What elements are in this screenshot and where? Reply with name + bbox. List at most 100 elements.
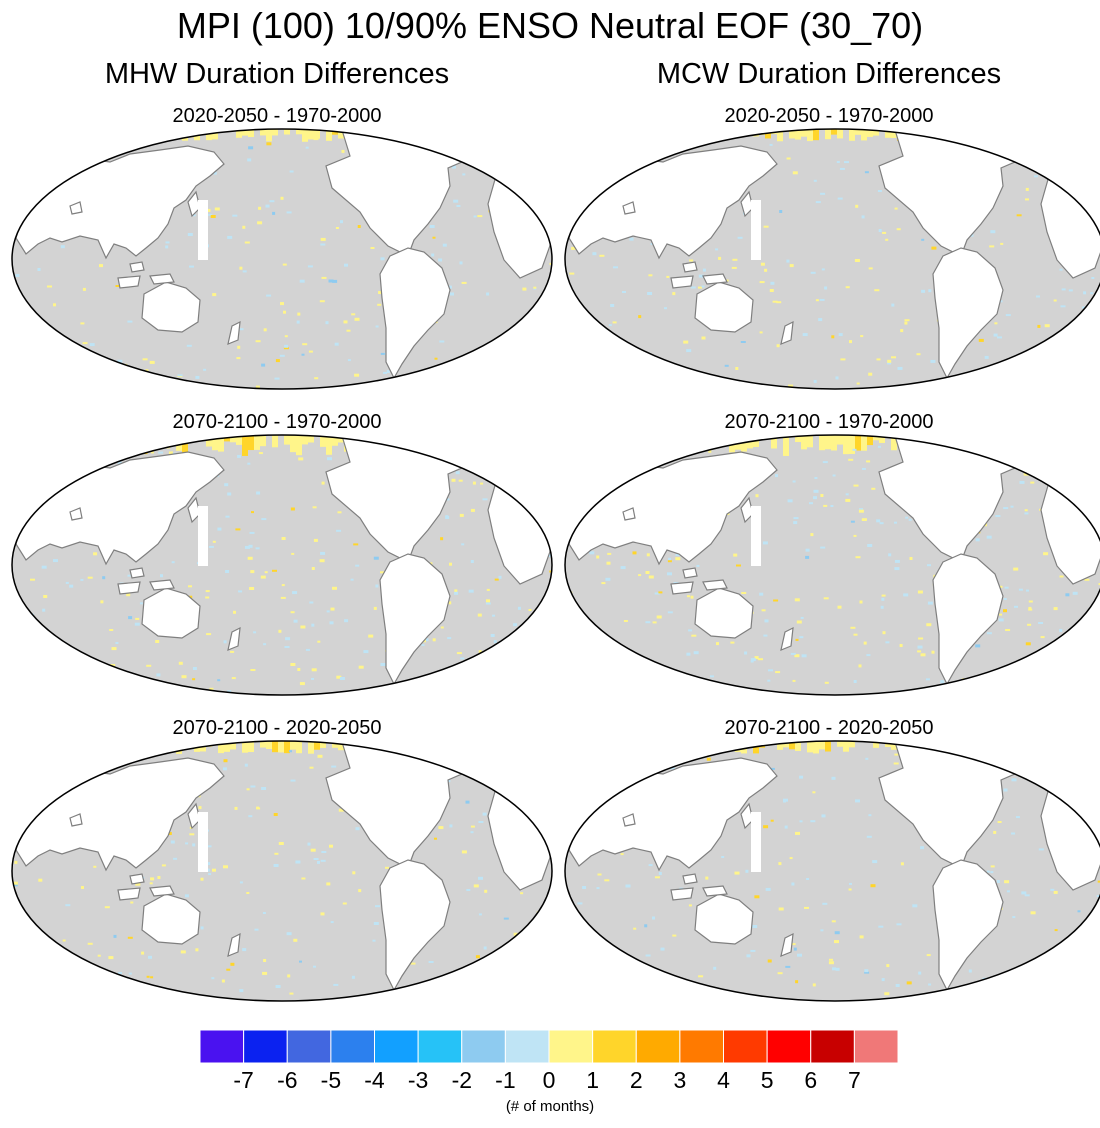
anomaly-cell [583,480,587,484]
arctic-anomaly-cell [170,129,176,138]
anomaly-cell [533,685,539,688]
anomaly-cell [290,507,295,511]
anomaly-cell [246,892,250,894]
anomaly-cell [1005,314,1011,317]
arctic-anomaly-cell [236,435,242,445]
anomaly-cell [478,821,484,823]
anomaly-cell [454,589,458,593]
anomaly-cell [41,565,47,569]
anomaly-cell [12,883,18,887]
anomaly-cell [251,511,254,514]
arctic-anomaly-cell [110,435,116,456]
anomaly-cell [282,263,287,266]
anomaly-cell [904,319,910,322]
arctic-anomaly-cell [218,741,224,754]
arctic-anomaly-cell [777,129,783,142]
colorbar-tick-label: -4 [364,1067,385,1093]
arctic-anomaly-cell [140,741,146,748]
colorbar-swatch [548,1030,594,1063]
arctic-anomaly-cell [867,129,873,137]
anomaly-cell [1053,607,1058,611]
anomaly-cell [646,553,650,557]
anomaly-cell [592,793,597,796]
anomaly-cell [645,161,650,164]
anomaly-cell [341,149,345,153]
colorbar-tick-label: -6 [277,1067,298,1093]
anomaly-cell [116,378,119,381]
anomaly-cell [519,489,524,492]
anomaly-cell [927,601,933,605]
anomaly-cell [281,584,285,587]
anomaly-cell [652,621,657,624]
anomaly-cell [438,258,443,262]
figure-title: MPI (100) 10/90% ENSO Neutral EOF (30_70… [176,5,924,46]
map-border [11,740,553,1002]
anomaly-cell [866,654,871,657]
anomaly-cell [1084,578,1090,581]
anomaly-cell [446,498,450,501]
anomaly-cell [290,779,296,782]
anomaly-cell [623,620,628,622]
arctic-anomaly-cell [837,741,843,747]
anomaly-cell [256,807,261,810]
anomaly-cell [258,452,263,455]
anomaly-cell [255,340,261,343]
anomaly-cell [617,348,623,350]
arctic-anomaly-cell [963,129,969,140]
anomaly-cell [549,262,552,265]
anomaly-cell [618,453,623,457]
anomaly-cell [701,285,705,288]
anomaly-cell [589,551,595,555]
anomaly-cell [289,992,294,995]
anomaly-cell [459,513,464,517]
anomaly-cell [299,279,305,283]
anomaly-cell [22,481,28,484]
anomaly-cell [62,939,66,942]
anomaly-cell [280,596,286,599]
anomaly-cell [652,916,655,920]
anomaly-cell [1027,755,1032,759]
anomaly-cell [926,623,932,627]
anomaly-cell [837,605,842,609]
colorbar-tick-label: -1 [495,1067,516,1093]
anomaly-cell [351,975,355,979]
anomaly-cell [1085,804,1091,807]
anomaly-cell [620,566,626,570]
anomaly-cell [223,640,227,644]
anomaly-cell [480,482,484,485]
anomaly-cell [504,687,510,691]
anomaly-cell [886,964,890,968]
anomaly-cell [135,882,141,886]
arctic-anomaly-cell [260,129,266,136]
anomaly-cell [878,229,882,232]
anomaly-cell [386,997,392,1001]
anomaly-cell [993,830,997,834]
anomaly-cell [237,454,242,458]
map-border [564,128,1100,390]
anomaly-cell [208,873,212,876]
anomaly-cell [622,291,626,293]
arctic-anomaly-cell [260,435,266,447]
anomaly-cell [102,576,106,580]
anomaly-cell [297,312,301,316]
anomaly-cell [968,969,972,973]
anomaly-cell [308,350,313,353]
anomaly-cell [37,679,41,682]
anomaly-cell [861,215,865,219]
anomaly-cell [838,333,843,337]
anomaly-cell [723,690,729,693]
anomaly-cell [812,983,816,987]
anomaly-cell [434,837,437,840]
anomaly-cell [571,246,577,250]
anomaly-cell [274,377,280,380]
anomaly-cell [819,298,825,301]
colorbar-tick-label: -5 [320,1067,342,1093]
anomaly-cell [1005,629,1011,631]
arctic-anomaly-cell [717,129,723,141]
anomaly-cell [126,593,131,597]
arctic-anomaly-cell [170,435,176,441]
anomaly-cell [600,985,605,988]
anomaly-cell [1072,591,1078,595]
anomaly-cell [239,989,244,993]
anomaly-cell [1038,848,1044,851]
